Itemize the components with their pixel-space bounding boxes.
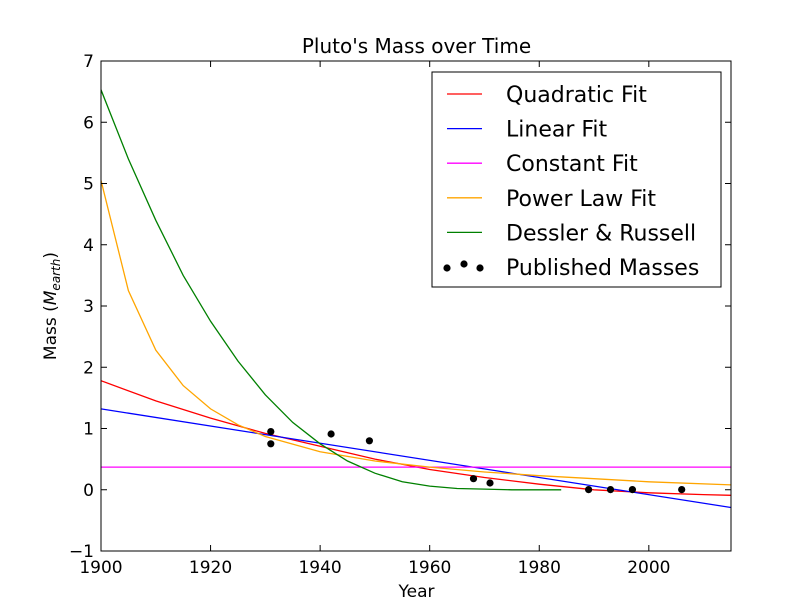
scatter-point [606,486,615,494]
scatter-point [327,430,335,438]
legend-label-1: Quadratic Fit [506,83,647,108]
x-tick-label: 1960 [408,558,451,578]
scatter-point [628,486,637,494]
series-line-5 [101,89,562,491]
y-tick-label: 6 [83,113,94,133]
legend-scatter-marker [443,264,451,272]
ticks-layer: 1900 1920 1940 1960 1980 2000 −1 0 1 2 3 4 5 6 7 [69,52,731,578]
series-layer [101,89,731,509]
legend: Quadratic Fit Linear Fit Constant Fit Power… [431,71,722,288]
legend-scatter-marker [460,260,468,268]
series-line-1 [101,380,731,496]
scatter-point [585,486,593,494]
legend-label-2: Linear Fit [506,118,608,143]
x-tick-label: 1900 [79,558,122,578]
scatter-point [267,428,275,436]
legend-label-5: Dessler & Russell [506,221,696,246]
chart-title: Pluto's Mass over Time [302,34,531,58]
y-tick-label: 7 [83,52,94,72]
legend-label-4: Power Law Fit [506,187,656,212]
y-tick-label: 3 [83,297,94,317]
y-axis-label-subscript: earth [49,259,63,291]
y-tick-label: −1 [69,542,94,562]
x-tick-label: 2000 [627,558,670,578]
y-axis-label: Mass (Mearth) [41,252,63,360]
legend-label-scatter: Published Masses [506,256,699,281]
scatter-point [365,437,373,445]
scatter-point [486,479,494,487]
legend-box [431,71,722,288]
scatter-point [678,486,686,494]
scatter-layer [267,428,686,494]
y-tick-label: 1 [83,420,94,440]
x-tick-label: 1980 [518,558,561,578]
y-tick-label: 5 [83,175,94,195]
series-line-4 [101,180,731,486]
x-tick-label: 1940 [298,558,341,578]
legend-scatter-marker [476,264,484,272]
x-tick-label: 1920 [189,558,232,578]
y-axis-label-symbol: M [41,290,61,305]
legend-label-3: Constant Fit [506,152,638,177]
y-tick-label: 4 [83,236,94,256]
x-axis-label: Year [398,582,435,602]
scatter-point [469,475,478,483]
scatter-point [267,440,275,448]
y-axis-label-suffix: ) [41,252,61,259]
y-tick-label: 2 [83,358,94,378]
y-axis-label-prefix: Mass ( [41,305,61,360]
series-line-2 [101,408,731,509]
y-tick-label: 0 [83,481,94,501]
